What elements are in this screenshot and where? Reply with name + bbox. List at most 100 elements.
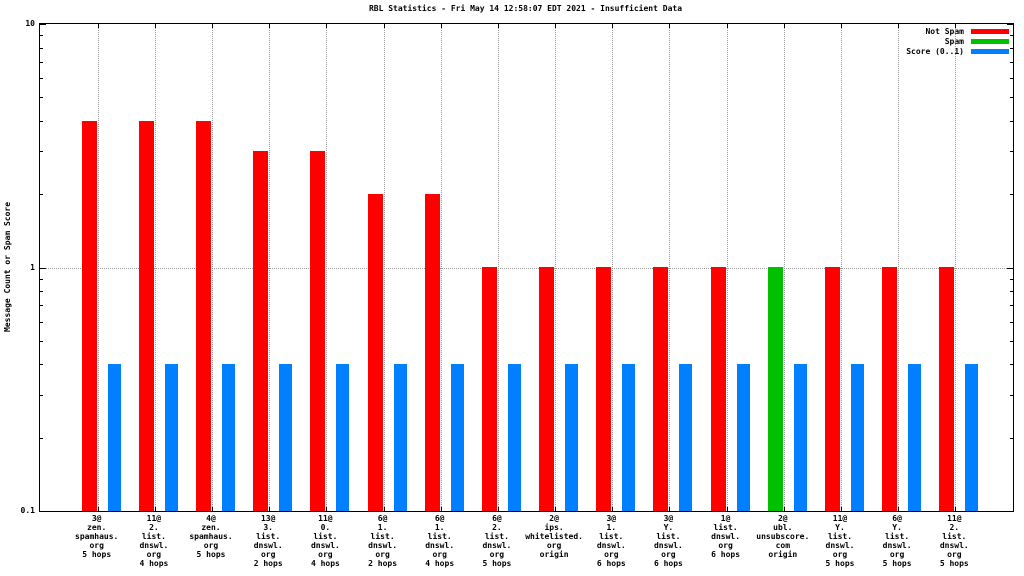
x-axis-label: 11@ Y. list. dnswl. org 5 hops bbox=[805, 514, 875, 568]
x-axis-label: 2@ ubl. unsubscore. com origin bbox=[748, 514, 818, 559]
chart-title: RBL Statistics - Fri May 14 12:58:07 EDT… bbox=[368, 4, 683, 13]
x-axis-label-line: 5 hops bbox=[882, 559, 912, 568]
gridline-vertical bbox=[212, 24, 213, 511]
x-tick bbox=[383, 24, 385, 28]
x-axis-label-line: Y. bbox=[892, 523, 902, 532]
x-axis-label: 6@ 2. list. dnswl. org 5 hops bbox=[462, 514, 532, 568]
y-minor-tick bbox=[40, 279, 43, 280]
x-axis-label-line: 1. bbox=[606, 523, 617, 532]
bar-score-0-1 bbox=[222, 364, 235, 511]
x-tick bbox=[497, 507, 499, 511]
x-axis-label-line: org bbox=[546, 541, 562, 550]
gridline-vertical bbox=[898, 24, 900, 511]
legend-label-score: Score (0..1) bbox=[906, 47, 964, 56]
y-minor-tick bbox=[40, 291, 43, 292]
x-axis-label-line: zen. bbox=[201, 523, 221, 532]
x-axis-label-line: org bbox=[889, 550, 905, 559]
x-axis-label-line: 13@ bbox=[260, 514, 276, 523]
x-tick bbox=[326, 507, 328, 511]
y-major-tick bbox=[1007, 511, 1013, 512]
x-axis-label-line: dnswl. bbox=[368, 541, 398, 550]
legend-row-spam: Spam bbox=[906, 37, 1009, 46]
x-tick bbox=[555, 507, 557, 511]
bar-score-0-1 bbox=[793, 364, 807, 511]
x-axis-label-line: dnswl. bbox=[253, 541, 283, 550]
x-axis-label-line: list. bbox=[427, 532, 452, 541]
bar-score-0-1 bbox=[736, 364, 750, 511]
y-minor-tick bbox=[1010, 305, 1013, 306]
y-minor-tick bbox=[40, 121, 43, 122]
x-tick bbox=[726, 24, 728, 28]
x-axis-label-line: 3@ bbox=[663, 514, 674, 523]
x-axis-label-line: spamhaus. bbox=[75, 532, 119, 541]
x-tick bbox=[669, 24, 671, 28]
bar-score-0-1 bbox=[851, 364, 864, 511]
x-axis-label-line: 11@ bbox=[947, 514, 962, 523]
x-axis-label-line: 2. bbox=[492, 523, 502, 532]
gridline-vertical bbox=[269, 24, 271, 511]
bar-score-0-1 bbox=[679, 364, 693, 511]
x-axis-label: 1@ list. dnswl. org 6 hops bbox=[691, 514, 761, 559]
y-minor-tick bbox=[1010, 341, 1013, 342]
x-axis-label-line: org bbox=[89, 541, 104, 550]
x-axis-label-line: 1@ bbox=[720, 514, 731, 523]
x-axis-label-line: 11@ bbox=[146, 514, 162, 523]
x-axis-label-line: list. bbox=[942, 532, 967, 541]
gridline-vertical bbox=[97, 24, 99, 511]
y-major-tick bbox=[40, 268, 46, 269]
x-axis-label-line: list. bbox=[713, 523, 738, 532]
x-axis-label-line: 3. bbox=[263, 523, 273, 532]
x-axis-label-line: org bbox=[489, 550, 505, 559]
y-minor-tick bbox=[1010, 48, 1013, 49]
x-axis-label-line: zen. bbox=[87, 523, 107, 532]
x-axis-label-line: org bbox=[260, 550, 276, 559]
x-tick bbox=[440, 24, 442, 28]
x-tick bbox=[783, 507, 785, 511]
x-axis-label-line: origin bbox=[768, 550, 798, 559]
y-minor-tick bbox=[1010, 322, 1013, 323]
x-axis-label-line: list. bbox=[656, 532, 681, 541]
x-axis-label-line: Y. bbox=[663, 523, 674, 532]
x-axis-label-line: 11@ bbox=[832, 514, 848, 523]
x-axis-label-line: list. bbox=[141, 532, 166, 541]
y-major-tick bbox=[40, 24, 46, 25]
legend-label-not-spam: Not Spam bbox=[925, 27, 964, 36]
bar-score-0-1 bbox=[908, 364, 922, 511]
y-minor-tick bbox=[40, 97, 43, 98]
x-tick bbox=[841, 507, 842, 511]
x-tick bbox=[212, 24, 213, 28]
x-axis-label: 11@ 2. list. dnswl. org 4 hops bbox=[119, 514, 189, 568]
x-axis-label-line: 2 hops bbox=[368, 559, 398, 568]
x-axis-label-line: 11@ bbox=[318, 514, 333, 523]
x-axis-label-line: com bbox=[775, 541, 791, 550]
x-tick bbox=[383, 507, 385, 511]
x-tick bbox=[612, 507, 614, 511]
x-tick bbox=[783, 24, 785, 28]
y-minor-tick bbox=[40, 78, 43, 79]
y-minor-tick bbox=[40, 341, 43, 342]
x-axis-label-line: ubl. bbox=[773, 523, 793, 532]
bar-not-spam bbox=[825, 267, 840, 511]
bar-score-0-1 bbox=[164, 364, 178, 511]
x-axis-label-line: 3@ bbox=[91, 514, 102, 523]
x-axis-label-line: whitelisted. bbox=[525, 532, 583, 541]
legend-label-spam: Spam bbox=[944, 37, 964, 46]
x-axis-label-line: 2. bbox=[149, 523, 159, 532]
x-axis-label-line: 6 hops bbox=[653, 559, 683, 568]
x-axis-label-line: 4 hops bbox=[310, 559, 340, 568]
y-minor-tick bbox=[1010, 62, 1013, 63]
x-tick bbox=[97, 507, 99, 511]
bar-not-spam bbox=[253, 151, 269, 511]
x-axis-label-line: origin bbox=[539, 550, 569, 559]
bar-not-spam bbox=[138, 121, 154, 511]
x-axis-label-line: unsubscore. bbox=[756, 532, 810, 541]
x-axis-label-line: 3@ bbox=[606, 514, 617, 523]
bar-spam bbox=[767, 267, 783, 511]
x-tick bbox=[612, 24, 614, 28]
x-axis-label-line: 4 hops bbox=[425, 559, 455, 568]
x-axis-label: 3@ Y. list. dnswl. org 6 hops bbox=[633, 514, 703, 568]
x-axis-label-line: org bbox=[718, 541, 733, 550]
x-axis-label-line: 6 hops bbox=[711, 550, 741, 559]
bar-not-spam bbox=[882, 267, 898, 511]
